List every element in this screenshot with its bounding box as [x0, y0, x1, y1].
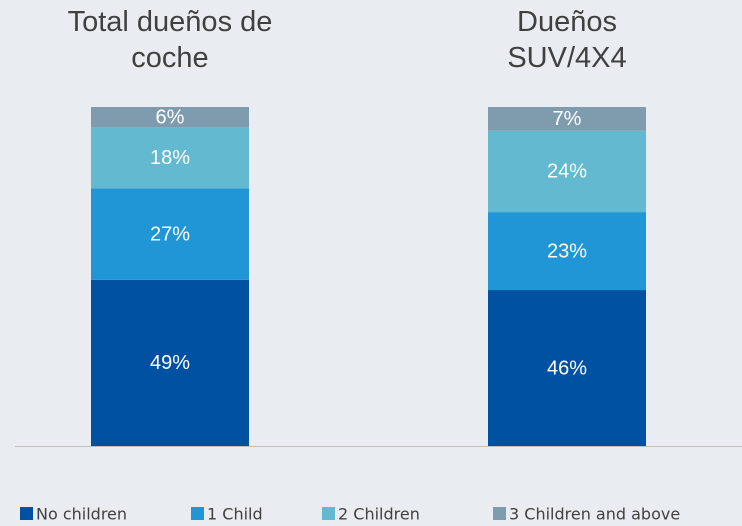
category-label: Dueños SUV/4X4 [507, 6, 627, 74]
bar-segment [488, 130, 646, 213]
value-label: 27% [150, 223, 190, 245]
value-label: 6% [156, 106, 185, 128]
bar-segment [91, 279, 249, 446]
legend-label: 3 Children and above [509, 505, 680, 524]
legend-label: 2 Children [338, 505, 420, 524]
value-label: 7% [553, 108, 582, 130]
bar-segment [91, 127, 249, 189]
legend-swatch [191, 507, 204, 520]
category-label: Total dueños de coche [67, 6, 273, 74]
legend-label: No children [36, 505, 127, 524]
value-label: 46% [547, 357, 587, 379]
bar-segment [91, 188, 249, 280]
legend-label: 1 Child [207, 505, 263, 524]
value-label: 23% [547, 240, 587, 262]
value-label: 24% [547, 161, 587, 183]
legend-swatch [20, 507, 33, 520]
bar-segment [488, 107, 646, 131]
bar-segment [488, 212, 646, 291]
value-label: 49% [150, 352, 190, 374]
bar-segment [488, 290, 646, 446]
bar-segment [91, 107, 249, 128]
legend-swatch [493, 507, 506, 520]
legend-swatch [322, 507, 335, 520]
value-label: 18% [150, 147, 190, 169]
